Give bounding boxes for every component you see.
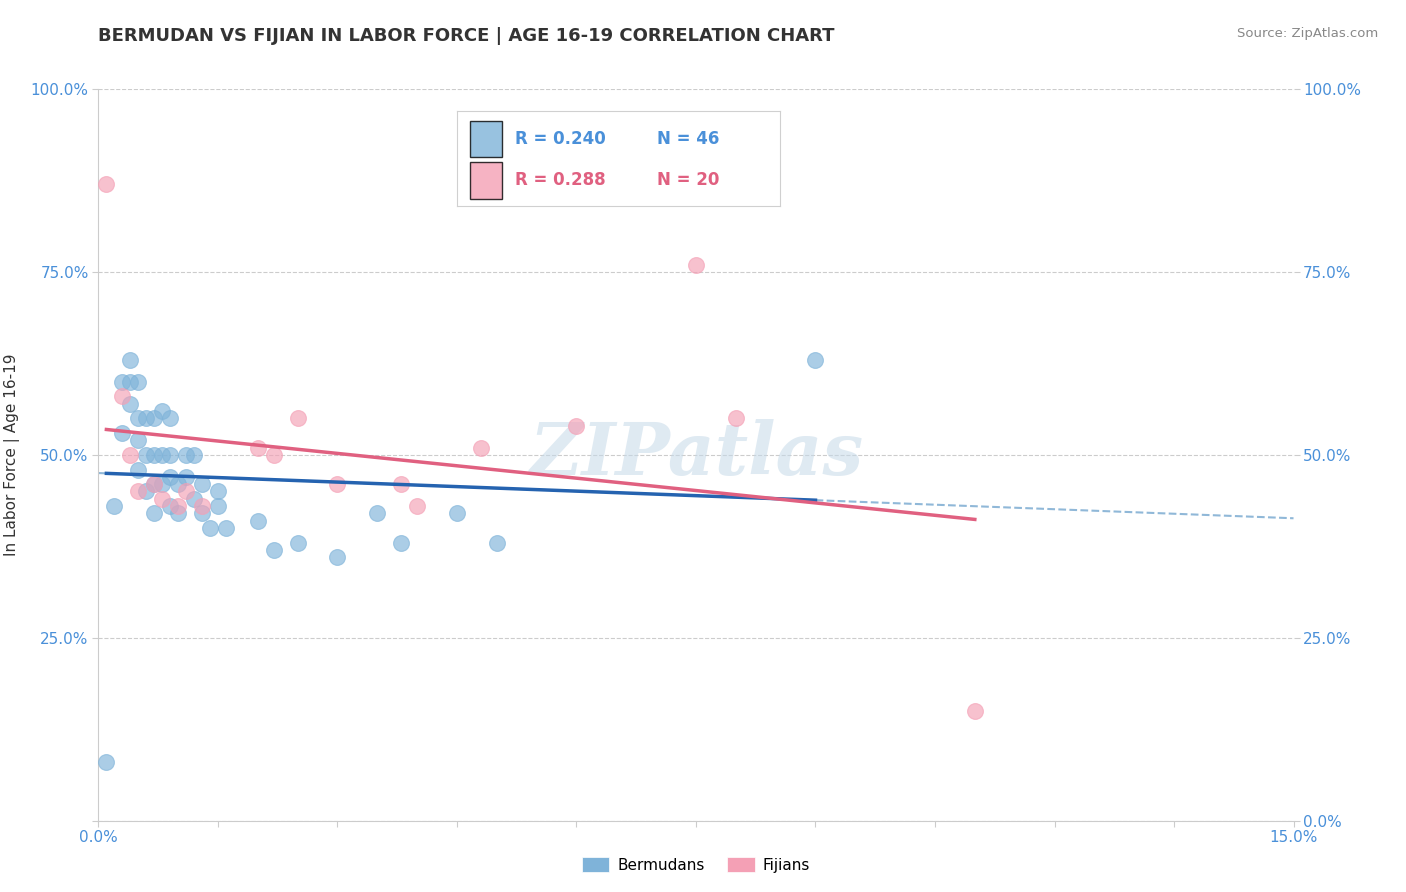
Point xyxy=(143,507,166,521)
Point xyxy=(167,477,190,491)
Point xyxy=(246,441,269,455)
Point xyxy=(685,258,707,272)
Point xyxy=(127,434,149,448)
Point xyxy=(159,499,181,513)
Point xyxy=(804,352,827,367)
Point xyxy=(263,448,285,462)
Point xyxy=(150,448,173,462)
Point xyxy=(159,448,181,462)
Text: BERMUDAN VS FIJIAN IN LABOR FORCE | AGE 16-19 CORRELATION CHART: BERMUDAN VS FIJIAN IN LABOR FORCE | AGE … xyxy=(98,27,835,45)
Point xyxy=(183,491,205,506)
Point xyxy=(326,477,349,491)
Point xyxy=(143,411,166,425)
Point xyxy=(174,470,197,484)
Point xyxy=(96,755,118,769)
Point xyxy=(215,521,238,535)
Point xyxy=(246,514,269,528)
Point xyxy=(191,499,214,513)
Point xyxy=(127,484,149,499)
Point xyxy=(120,375,142,389)
Point xyxy=(159,470,181,484)
Point xyxy=(963,704,986,718)
Point xyxy=(406,499,429,513)
Point xyxy=(389,477,412,491)
Point xyxy=(159,411,181,425)
Point xyxy=(287,411,309,425)
Point xyxy=(135,484,157,499)
Point xyxy=(150,477,173,491)
Point xyxy=(470,441,492,455)
Point xyxy=(167,499,190,513)
Point xyxy=(150,404,173,418)
Text: Source: ZipAtlas.com: Source: ZipAtlas.com xyxy=(1237,27,1378,40)
Point xyxy=(96,178,118,192)
Point xyxy=(120,397,142,411)
Point xyxy=(191,477,214,491)
Point xyxy=(724,411,747,425)
Point xyxy=(143,477,166,491)
Point xyxy=(174,484,197,499)
Point xyxy=(111,389,134,403)
Point xyxy=(207,484,229,499)
Point xyxy=(127,462,149,476)
Point xyxy=(485,535,508,549)
Point xyxy=(565,418,588,433)
Point xyxy=(167,507,190,521)
Point xyxy=(127,411,149,425)
Point xyxy=(143,477,166,491)
Point xyxy=(183,448,205,462)
Point xyxy=(120,448,142,462)
Point xyxy=(111,425,134,440)
Point xyxy=(389,535,412,549)
Y-axis label: In Labor Force | Age 16-19: In Labor Force | Age 16-19 xyxy=(4,353,20,557)
Point xyxy=(174,448,197,462)
Point xyxy=(111,375,134,389)
Point xyxy=(191,507,214,521)
Point xyxy=(143,448,166,462)
Point xyxy=(198,521,221,535)
Point xyxy=(103,499,125,513)
Point xyxy=(446,507,468,521)
Point xyxy=(135,411,157,425)
Point xyxy=(326,550,349,565)
Point xyxy=(150,491,173,506)
Point xyxy=(127,375,149,389)
Point xyxy=(287,535,309,549)
Point xyxy=(135,448,157,462)
Point xyxy=(207,499,229,513)
Text: ZIPatlas: ZIPatlas xyxy=(529,419,863,491)
Legend: Bermudans, Fijians: Bermudans, Fijians xyxy=(576,851,815,879)
Point xyxy=(120,352,142,367)
Point xyxy=(263,543,285,558)
Point xyxy=(366,507,388,521)
